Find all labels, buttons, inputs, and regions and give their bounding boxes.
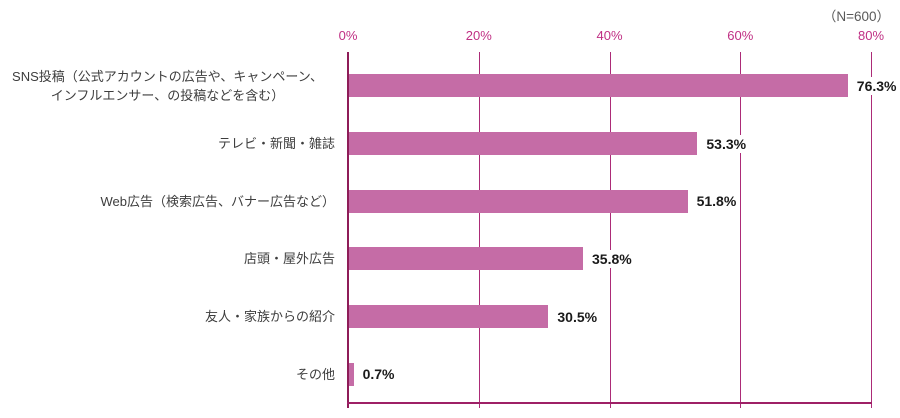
y-axis-line — [347, 52, 349, 408]
x-axis-line — [347, 402, 872, 404]
value-label: 30.5% — [555, 307, 600, 326]
value-label: 76.3% — [854, 76, 899, 95]
gridline — [478, 52, 480, 408]
x-axis-tick-label: 40% — [596, 28, 623, 43]
category-label: Web広告（検索広告、バナー広告など） — [100, 193, 336, 209]
gridline — [740, 52, 742, 408]
x-axis-tick-label: 80% — [857, 28, 885, 43]
bar — [349, 189, 688, 213]
category-label: SNS投稿（公式アカウントの広告や、キャンペーン、 インフルエンサー、の投稿など… — [12, 68, 323, 103]
bar — [349, 132, 698, 156]
value-label: 35.8% — [590, 249, 634, 268]
category-label: テレビ・新聞・雑誌 — [217, 136, 335, 152]
bar-row: 店頭・屋外広告 35.8% — [0, 230, 900, 288]
category-label: 店頭・屋外広告 — [243, 251, 335, 267]
category-label: 友人・家族からの紹介 — [204, 309, 335, 325]
bar-row: 友人・家族からの紹介 30.5% — [0, 288, 900, 346]
bar — [349, 247, 583, 271]
value-label: 0.7% — [360, 365, 397, 384]
category-label: その他 — [295, 366, 335, 382]
x-axis-tick-label: 0% — [338, 28, 358, 43]
sample-size-label: （N=600） — [822, 9, 890, 24]
bar — [349, 362, 354, 386]
bar — [349, 305, 549, 329]
value-label: 53.3% — [704, 134, 749, 153]
bar-row: SNS投稿（公式アカウントの広告や、キャンペーン、 インフルエンサー、の投稿など… — [0, 57, 900, 115]
bar — [349, 74, 848, 98]
bar-row: テレビ・新聞・雑誌 53.3% — [0, 115, 900, 173]
value-label: 51.8% — [694, 192, 739, 211]
gridline — [871, 52, 872, 408]
bar-row: Web広告（検索広告、バナー広告など） 51.8% — [0, 172, 900, 230]
bar-row: その他 0.7% — [0, 346, 900, 404]
gridline — [609, 52, 611, 408]
x-axis-tick-label: 60% — [727, 28, 754, 43]
x-axis-tick-label: 20% — [465, 28, 492, 43]
